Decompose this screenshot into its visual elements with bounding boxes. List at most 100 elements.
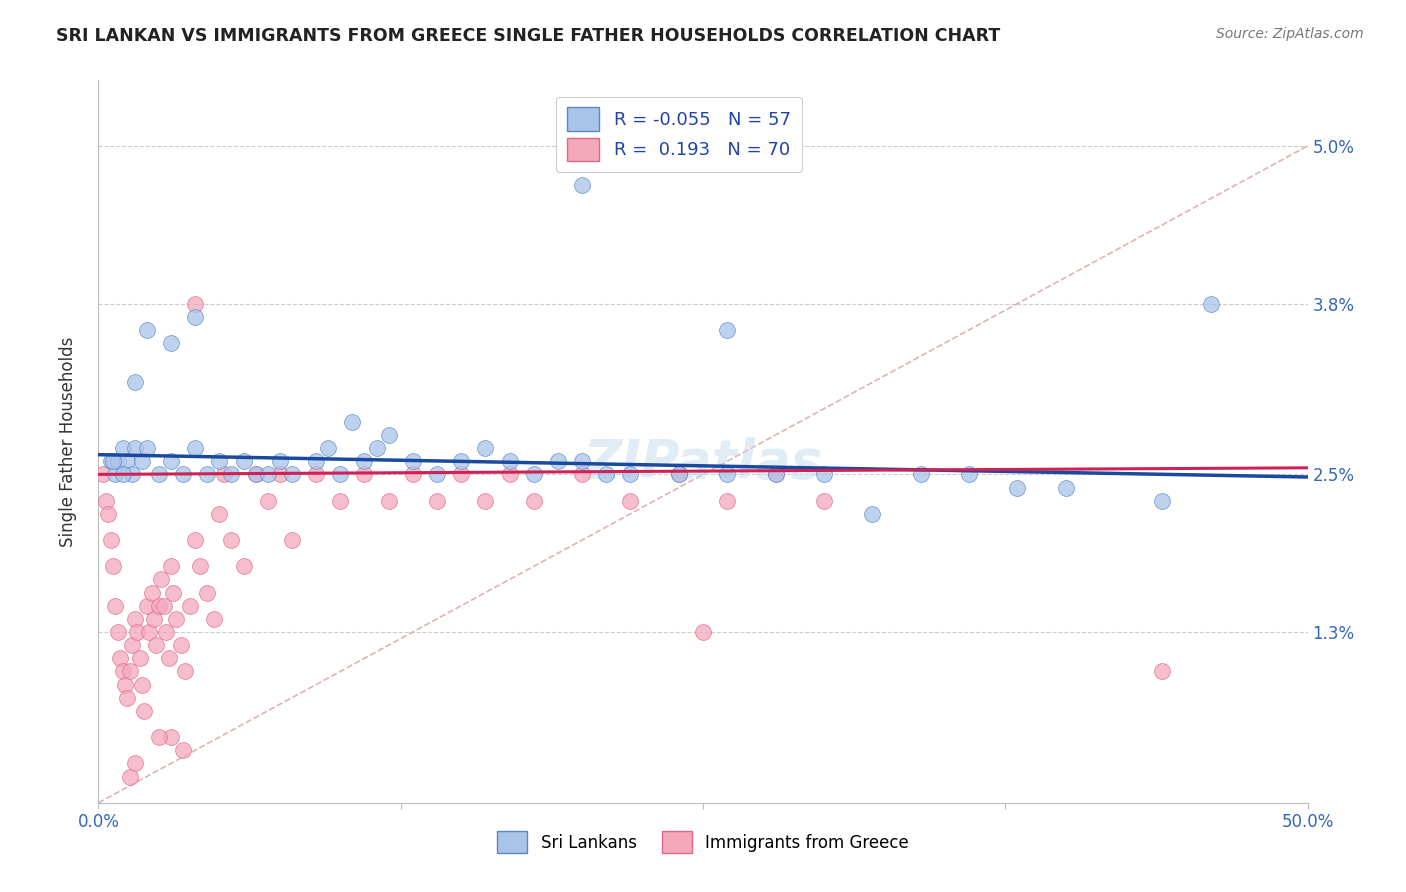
Point <box>121 467 143 482</box>
Point <box>160 336 183 351</box>
Point <box>107 625 129 640</box>
Point <box>148 730 170 744</box>
Point <box>1054 481 1077 495</box>
Point <box>474 441 496 455</box>
Point <box>100 454 122 468</box>
Point <box>100 533 122 547</box>
Point <box>571 467 593 482</box>
Point <box>114 677 136 691</box>
Point <box>117 690 139 705</box>
Point <box>232 559 254 574</box>
Point <box>208 454 231 468</box>
Point <box>131 454 153 468</box>
Point <box>377 428 399 442</box>
Point <box>152 599 174 613</box>
Point <box>107 454 129 468</box>
Point <box>402 454 425 468</box>
Legend: Sri Lankans, Immigrants from Greece: Sri Lankans, Immigrants from Greece <box>491 825 915 860</box>
Point <box>353 467 375 482</box>
Point <box>474 493 496 508</box>
Point <box>150 573 173 587</box>
Point <box>184 533 207 547</box>
Point <box>135 441 157 455</box>
Point <box>668 467 690 482</box>
Point <box>97 507 120 521</box>
Point <box>111 441 134 455</box>
Point <box>101 559 124 574</box>
Point <box>426 467 449 482</box>
Point <box>135 599 157 613</box>
Point <box>148 467 170 482</box>
Point <box>135 323 157 337</box>
Point <box>124 756 146 771</box>
Point <box>184 441 207 455</box>
Point <box>104 467 127 482</box>
Point <box>195 585 218 599</box>
Point <box>124 376 146 390</box>
Point <box>765 467 787 482</box>
Point <box>498 467 520 482</box>
Text: SRI LANKAN VS IMMIGRANTS FROM GREECE SINGLE FATHER HOUSEHOLDS CORRELATION CHART: SRI LANKAN VS IMMIGRANTS FROM GREECE SIN… <box>56 27 1001 45</box>
Point <box>329 467 352 482</box>
Point <box>377 493 399 508</box>
Point <box>172 467 194 482</box>
Point <box>117 454 139 468</box>
Point <box>342 415 364 429</box>
Point <box>716 323 738 337</box>
Point <box>162 585 184 599</box>
Point <box>619 467 641 482</box>
Point <box>124 441 146 455</box>
Point <box>269 454 291 468</box>
Point <box>157 651 180 665</box>
Point <box>498 454 520 468</box>
Point <box>118 665 141 679</box>
Point <box>127 625 149 640</box>
Point <box>221 533 243 547</box>
Point <box>172 743 194 757</box>
Point <box>1152 493 1174 508</box>
Point <box>148 599 170 613</box>
Point <box>134 704 156 718</box>
Point <box>523 467 546 482</box>
Text: Source: ZipAtlas.com: Source: ZipAtlas.com <box>1216 27 1364 41</box>
Point <box>450 454 472 468</box>
Point <box>910 467 932 482</box>
Point <box>138 625 160 640</box>
Point <box>619 493 641 508</box>
Point <box>143 612 166 626</box>
Point <box>208 507 231 521</box>
Point <box>256 493 278 508</box>
Point <box>957 467 980 482</box>
Point <box>91 467 114 482</box>
Point <box>111 665 134 679</box>
Point <box>716 493 738 508</box>
Point <box>668 467 690 482</box>
Point <box>165 612 187 626</box>
Point <box>245 467 267 482</box>
Point <box>281 533 304 547</box>
Point <box>353 454 375 468</box>
Point <box>595 467 617 482</box>
Point <box>141 585 163 599</box>
Point <box>256 467 278 482</box>
Point <box>184 296 207 310</box>
Point <box>547 454 569 468</box>
Point <box>329 493 352 508</box>
Point <box>160 730 183 744</box>
Point <box>184 310 207 324</box>
Point <box>121 638 143 652</box>
Point <box>94 493 117 508</box>
Point <box>174 665 197 679</box>
Point <box>245 467 267 482</box>
Point <box>860 507 883 521</box>
Point <box>195 467 218 482</box>
Point <box>813 493 835 508</box>
Point <box>1007 481 1029 495</box>
Point <box>305 467 328 482</box>
Point <box>212 467 235 482</box>
Point <box>716 467 738 482</box>
Point <box>281 467 304 482</box>
Point <box>118 770 141 784</box>
Point <box>221 467 243 482</box>
Point <box>179 599 201 613</box>
